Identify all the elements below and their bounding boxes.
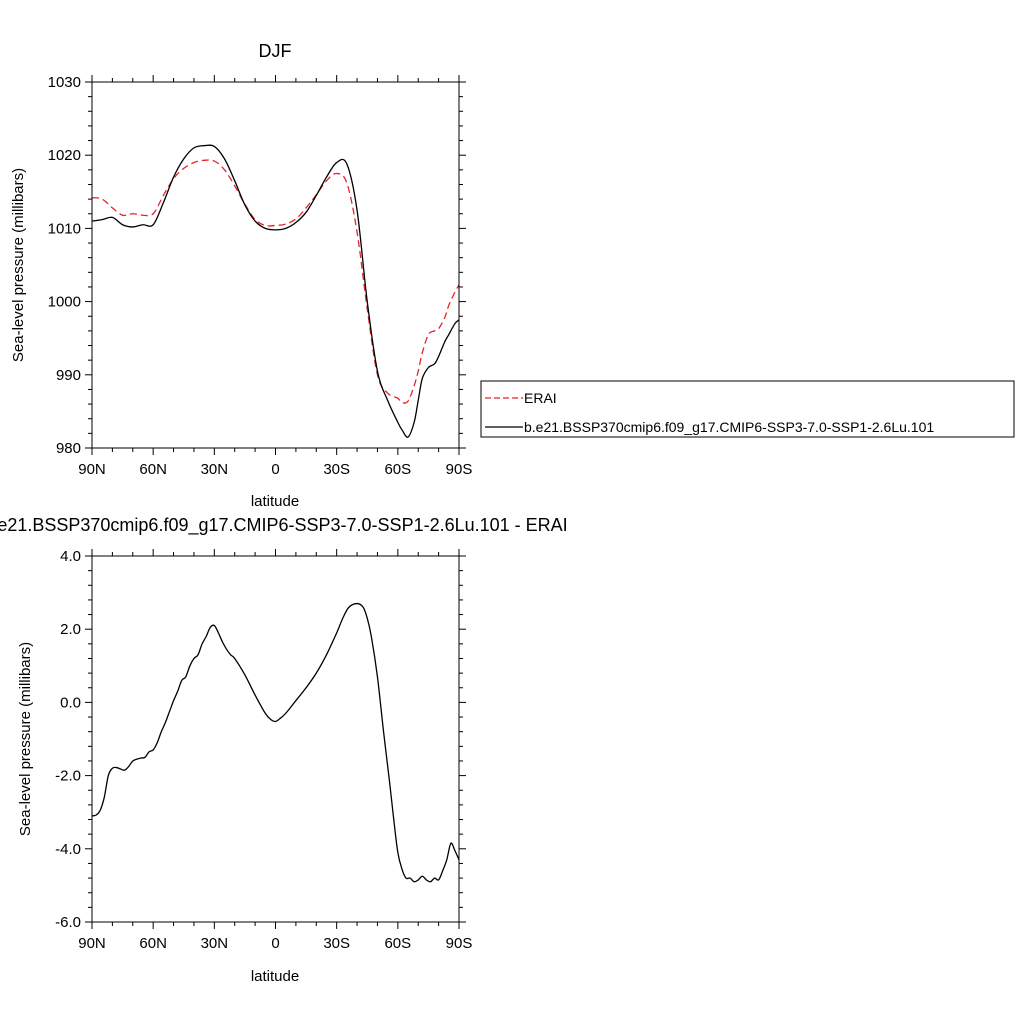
- bottom-x-axis-label: latitude: [251, 968, 299, 985]
- top-x-tick-label: 60S: [384, 461, 411, 478]
- legend-erai-label: ERAI: [524, 390, 557, 406]
- bottom-y-axis-label: Sea-level pressure (millibars): [17, 642, 34, 836]
- bottom-y-tick-label: -4.0: [55, 841, 81, 858]
- legend-model-label: b.e21.BSSP370cmip6.f09_g17.CMIP6-SSP3-7.…: [524, 419, 934, 435]
- legend-frame: [480, 380, 1015, 438]
- top-x-tick-label: 90S: [446, 461, 473, 478]
- bottom-panel: b.e21.BSSP370cmip6.f09_g17.CMIP6-SSP3-7.…: [0, 515, 568, 985]
- top-x-tick-label: 30S: [323, 461, 350, 478]
- top-y-tick-label: 1030: [48, 74, 81, 91]
- top-y-axis-label: Sea-level pressure (millibars): [10, 168, 27, 362]
- top-y-tick-label: 1020: [48, 147, 81, 164]
- top-y-tick-label: 1010: [48, 220, 81, 237]
- top-x-tick-label: 30N: [201, 461, 229, 478]
- top-y-tick-label: 1000: [48, 294, 81, 311]
- top-x-tick-label: 60N: [139, 461, 167, 478]
- bottom-series-group: [91, 602, 460, 883]
- bottom-x-tick-label: 30S: [323, 935, 350, 952]
- bottom-x-tick-label: 30N: [201, 935, 229, 952]
- top-x-axis-label: latitude: [251, 493, 299, 510]
- top-x-tick-label: 0: [271, 461, 279, 478]
- top-series-group: [91, 144, 460, 438]
- bottom-y-tick-label: -6.0: [55, 914, 81, 931]
- bottom-plot-frame: [91, 555, 460, 923]
- bottom-x-tick-label: 60S: [384, 935, 411, 952]
- bottom-chart-title: b.e21.BSSP370cmip6.f09_g17.CMIP6-SSP3-7.…: [0, 515, 568, 536]
- top-ticks: 90N 60N 30N 0 30S 60S 90S 980 990 1000 1010 1020 103…: [48, 74, 473, 478]
- top-series-line-erai: [91, 159, 460, 404]
- top-y-tick-label: 990: [56, 367, 81, 384]
- bottom-y-tick-label: 4.0: [60, 548, 81, 565]
- bottom-x-tick-label: 90S: [446, 935, 473, 952]
- top-chart-title: DJF: [259, 41, 292, 61]
- top-y-tick-label: 980: [56, 440, 81, 457]
- top-x-tick-label: 90N: [78, 461, 106, 478]
- bottom-ticks: 90N 60N 30N 0 30S 60S 90S -6.0 -4.0 -2.0 0.0 2.0 4.0: [55, 548, 472, 952]
- bottom-series-line-difference: [91, 602, 460, 883]
- bottom-x-tick-label: 90N: [78, 935, 106, 952]
- bottom-x-tick-label: 0: [271, 935, 279, 952]
- top-plot-frame: [91, 81, 460, 449]
- bottom-y-tick-label: -2.0: [55, 768, 81, 785]
- top-series-line-model: [91, 144, 460, 438]
- top-panel: DJF 90N 60N 30N 0 30S 60S 90S 980 990 1000 1010 102…: [10, 41, 472, 510]
- bottom-y-tick-label: 0.0: [60, 694, 81, 711]
- bottom-x-tick-label: 60N: [139, 935, 167, 952]
- bottom-y-tick-label: 2.0: [60, 621, 81, 638]
- legend: ERAI b.e21.BSSP370cmip6.f09_g17.CMIP6-SS…: [480, 380, 1015, 438]
